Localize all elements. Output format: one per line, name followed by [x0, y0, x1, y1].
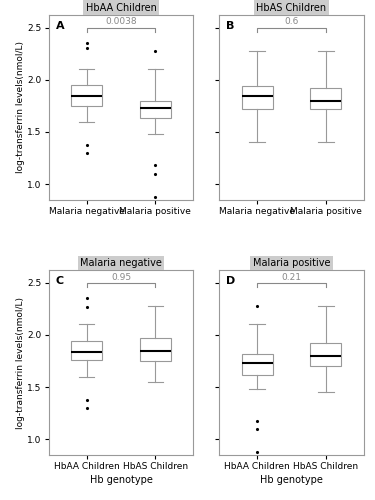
PathPatch shape: [71, 341, 102, 360]
Y-axis label: log-transferrin levels(nmol/L): log-transferrin levels(nmol/L): [16, 296, 25, 428]
Text: 0.21: 0.21: [282, 272, 302, 281]
X-axis label: Hb genotype: Hb genotype: [90, 475, 152, 485]
Text: D: D: [226, 276, 236, 285]
Text: C: C: [56, 276, 64, 285]
X-axis label: Hb genotype: Hb genotype: [260, 475, 323, 485]
PathPatch shape: [310, 343, 341, 366]
Text: B: B: [226, 20, 235, 30]
PathPatch shape: [140, 100, 171, 118]
PathPatch shape: [310, 88, 341, 109]
Text: 0.95: 0.95: [111, 272, 131, 281]
Text: 0.6: 0.6: [284, 18, 299, 26]
Title: HbAS Children: HbAS Children: [256, 3, 327, 13]
PathPatch shape: [242, 354, 273, 374]
PathPatch shape: [71, 85, 102, 106]
PathPatch shape: [140, 338, 171, 361]
Title: Malaria positive: Malaria positive: [253, 258, 330, 268]
Title: HbAA Children: HbAA Children: [86, 3, 156, 13]
Title: Malaria negative: Malaria negative: [80, 258, 162, 268]
PathPatch shape: [242, 86, 273, 109]
Text: 0.0038: 0.0038: [105, 18, 137, 26]
Text: A: A: [56, 20, 64, 30]
Y-axis label: log-transferrin levels(nmol/L): log-transferrin levels(nmol/L): [16, 42, 25, 173]
